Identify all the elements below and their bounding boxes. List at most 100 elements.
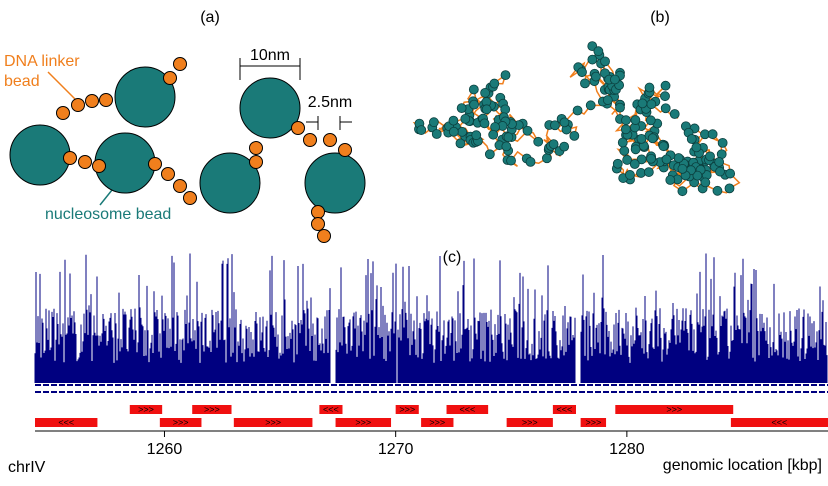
linker-bead [317, 229, 331, 243]
nucleosome [630, 115, 641, 125]
x-axis-label: genomic location [kbp] [663, 457, 822, 474]
nucleosome [643, 167, 654, 177]
nucleosome [600, 56, 610, 67]
nucleosome [621, 115, 631, 126]
gene-strand: <<< [459, 404, 475, 414]
pointer [47, 71, 77, 101]
nucleosome [501, 141, 512, 152]
nucleosome [712, 185, 723, 196]
linker-bead [291, 121, 305, 135]
nucleosome [484, 149, 495, 160]
nucleosome [620, 124, 631, 135]
nucleosome [304, 152, 366, 214]
nucleosome [647, 133, 658, 144]
x-tick-label: 1270 [378, 441, 414, 458]
nucleosome [580, 78, 590, 89]
nucleosome [416, 125, 427, 135]
nucleosome [448, 126, 459, 137]
gene-strand: >>> [399, 404, 415, 414]
linker-bead [71, 98, 85, 112]
nucleosome [488, 129, 499, 140]
nucleosome [660, 103, 671, 114]
nucleosome [609, 74, 620, 85]
panel-label: (c) [443, 249, 462, 266]
gene [730, 418, 828, 427]
nucleosome [622, 155, 633, 165]
gene [421, 418, 454, 427]
nucleosome [550, 120, 560, 131]
nucleosome [665, 175, 676, 185]
annotation: 10nm [250, 47, 290, 64]
gene-strand: <<< [772, 417, 788, 427]
linker-bead [323, 133, 337, 147]
gene-strand: >>> [173, 417, 189, 427]
nucleosome [636, 133, 647, 144]
gene-strand: <<< [58, 417, 74, 427]
nucleosome [431, 129, 442, 139]
nucleosome [677, 164, 688, 174]
nucleosome [572, 105, 583, 116]
nucleosome [199, 152, 261, 214]
nucleosome [619, 145, 630, 156]
nucleosome [503, 132, 514, 143]
x-tick-label: 1260 [147, 441, 183, 458]
nucleosome [660, 80, 671, 91]
nucleosome [691, 142, 702, 153]
nucleosome [645, 115, 656, 126]
annotation: nucleosome bead [45, 206, 171, 223]
nucleosome [725, 168, 736, 179]
nucleosome [522, 125, 533, 136]
linker-bead [173, 179, 187, 193]
nucleosome [239, 77, 301, 139]
nucleosome [692, 170, 703, 181]
track: 1260 1270 1280 >>> >>> <<< >>> <<< <<< >>> <<< >>> >… [34, 253, 828, 458]
nucleosome [481, 104, 492, 115]
gene-strand: >>> [265, 417, 281, 427]
nucleosome [456, 103, 467, 114]
panel-label: (b) [650, 9, 670, 26]
nucleosome [593, 46, 604, 57]
nucleosome [577, 67, 587, 78]
nucleosome [460, 113, 471, 124]
nucleosome [448, 115, 459, 126]
nucleosome [457, 126, 468, 137]
nucleosome [677, 186, 688, 197]
nucleosome [455, 138, 466, 149]
gene-strand: <<< [557, 404, 573, 414]
annotation: 2.5nm [308, 94, 352, 111]
nucleosome [559, 117, 570, 128]
nucleosome [500, 70, 511, 81]
nucleosome [602, 95, 613, 105]
nucleosome [661, 154, 672, 165]
nucleosome [591, 71, 601, 82]
gene [35, 418, 98, 427]
nucleosome [9, 124, 71, 186]
nucleosome [625, 170, 635, 180]
nucleosome [700, 177, 711, 188]
nucleosome [479, 118, 490, 129]
gene-strand: >>> [666, 404, 682, 414]
nucleosome [612, 158, 623, 169]
nucleosome [428, 117, 439, 128]
nucleosome [724, 183, 735, 194]
linker-bead [85, 94, 99, 108]
nucleosome [658, 141, 669, 152]
gene-strand: >>> [138, 404, 154, 414]
nucleosome [615, 102, 625, 113]
gene-strand: >>> [429, 417, 445, 427]
gene [446, 405, 489, 414]
nucleosome [533, 136, 544, 147]
x-tick-label: 1280 [609, 441, 645, 458]
linker-bead [303, 133, 317, 147]
linker-bead [311, 217, 325, 231]
nucleosome [559, 141, 570, 152]
nucleosome [644, 82, 655, 93]
gene [159, 418, 202, 427]
linker-bead [56, 106, 70, 120]
nucleosome [471, 130, 482, 141]
linker-bead [163, 71, 177, 85]
nucleosome [705, 151, 715, 162]
linker-bead [92, 159, 106, 173]
nucleosome [468, 84, 479, 95]
